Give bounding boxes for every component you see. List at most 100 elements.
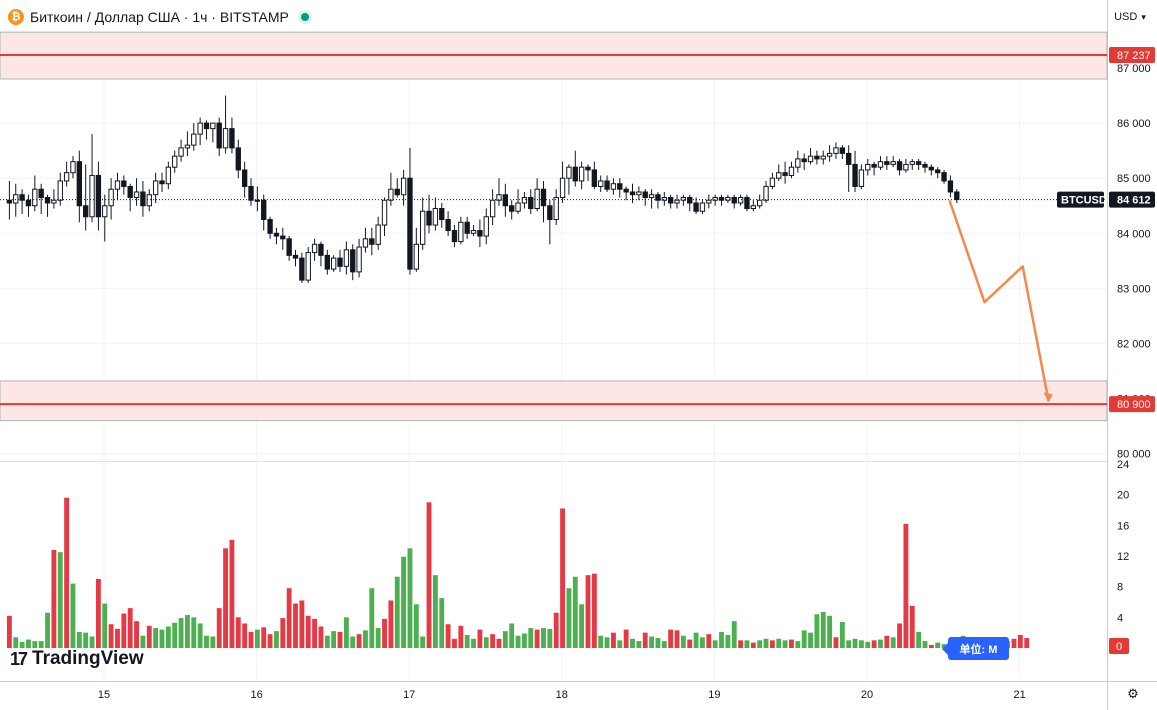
candle-body bbox=[140, 191, 146, 207]
symbol-title[interactable]: Биткоин / Доллар США · 1ч · BITSTAMP bbox=[30, 9, 289, 25]
projection-arrowhead bbox=[1043, 392, 1053, 403]
volume-bar bbox=[490, 634, 496, 648]
volume-bar bbox=[45, 612, 50, 648]
volume-bar bbox=[731, 621, 737, 648]
volume-bar bbox=[471, 638, 476, 648]
volume-units-badge: 单位: M bbox=[942, 637, 1009, 660]
candle-body bbox=[464, 221, 470, 234]
candle-body bbox=[127, 185, 133, 198]
candle-body bbox=[604, 180, 610, 190]
last-price-tag bbox=[1109, 191, 1155, 208]
volume-bar bbox=[502, 631, 508, 648]
candle-body bbox=[578, 166, 585, 182]
symbol-tag bbox=[1057, 191, 1104, 208]
volume-y-tick-label: 8 bbox=[1117, 582, 1123, 594]
candle-body bbox=[19, 194, 25, 201]
price-zone bbox=[0, 380, 1108, 422]
volume-bar bbox=[1024, 638, 1030, 648]
candle-body bbox=[680, 196, 687, 201]
volume-bar bbox=[534, 629, 540, 648]
candle-body bbox=[311, 243, 318, 254]
candle-body bbox=[731, 196, 737, 204]
candle-body bbox=[852, 163, 858, 187]
volume-bar bbox=[604, 637, 610, 648]
candle-body bbox=[776, 172, 782, 179]
settings-icon[interactable]: ⚙ bbox=[1127, 686, 1139, 701]
chevron-down-icon: ▾ bbox=[1141, 11, 1146, 22]
candle-body bbox=[235, 147, 241, 171]
candle-body bbox=[324, 254, 330, 270]
candle-body bbox=[763, 185, 769, 201]
volume-bar bbox=[134, 621, 139, 648]
candle-body bbox=[57, 180, 63, 201]
volume-bar bbox=[413, 604, 419, 648]
volume-bar bbox=[668, 629, 674, 648]
logo-text: TradingView bbox=[32, 648, 144, 669]
candle-body bbox=[795, 158, 801, 168]
volume-bar bbox=[274, 631, 279, 648]
candle-body bbox=[528, 196, 534, 210]
candle-body bbox=[184, 144, 191, 149]
volume-bar bbox=[394, 576, 400, 648]
candle-body bbox=[890, 161, 896, 165]
volume-bar bbox=[76, 631, 82, 648]
candle-body bbox=[617, 183, 623, 190]
volume-bar bbox=[178, 618, 184, 648]
volume-bar bbox=[324, 635, 330, 648]
volume-bar bbox=[521, 633, 527, 648]
candle-body bbox=[674, 199, 680, 204]
volume-bar bbox=[432, 575, 438, 648]
x-tick-label: 20 bbox=[861, 689, 873, 701]
volume-bar bbox=[738, 640, 744, 648]
y-tick-label: 80 000 bbox=[1117, 449, 1151, 461]
volume-bar bbox=[165, 626, 171, 648]
candle-body bbox=[935, 169, 941, 174]
candle-body bbox=[83, 205, 89, 218]
volume-bar bbox=[254, 629, 260, 648]
candle-body bbox=[826, 152, 833, 157]
candle-body bbox=[534, 188, 540, 210]
candle-body bbox=[941, 172, 947, 182]
candle-body bbox=[667, 196, 674, 204]
candle-body bbox=[394, 188, 400, 196]
bitcoin-icon: ₿ bbox=[8, 9, 24, 25]
x-tick-label: 15 bbox=[98, 689, 110, 701]
tradingview-logo[interactable]: 17 TradingView bbox=[10, 648, 144, 670]
volume-bar bbox=[814, 614, 820, 648]
volume-bar bbox=[839, 621, 845, 648]
currency-selector[interactable]: USD ▾ bbox=[1109, 6, 1151, 28]
candle-body bbox=[350, 249, 356, 273]
candle-body bbox=[286, 238, 292, 256]
candle-body bbox=[814, 155, 820, 160]
candle-body bbox=[369, 238, 375, 245]
volume-bar bbox=[884, 635, 890, 648]
candle-body bbox=[699, 202, 706, 212]
candle-body bbox=[909, 161, 915, 165]
candle-body bbox=[222, 128, 229, 149]
y-tick-label: 87 000 bbox=[1117, 63, 1151, 75]
volume-bar bbox=[197, 623, 203, 648]
candle-body bbox=[521, 196, 528, 204]
volume-y-tick-label: 16 bbox=[1117, 520, 1129, 532]
volume-bar bbox=[579, 604, 585, 648]
volume-bar bbox=[127, 608, 133, 648]
volume-bar bbox=[57, 552, 63, 648]
volume-bar bbox=[795, 641, 801, 648]
candle-body bbox=[451, 230, 458, 243]
candle-body bbox=[216, 122, 222, 149]
volume-bar bbox=[382, 618, 387, 648]
candle-body bbox=[210, 122, 216, 130]
volume-bar bbox=[541, 628, 546, 648]
volume-bar bbox=[674, 630, 680, 648]
candle-body bbox=[807, 155, 814, 163]
candle-body bbox=[598, 180, 604, 187]
candle-body bbox=[63, 172, 70, 182]
volume-bar bbox=[827, 615, 833, 648]
candle-body bbox=[839, 147, 846, 154]
volume-bar bbox=[89, 636, 95, 648]
candle-body bbox=[884, 161, 890, 165]
volume-bar bbox=[719, 631, 724, 648]
volume-bar bbox=[337, 631, 343, 648]
volume-bar bbox=[712, 640, 718, 648]
